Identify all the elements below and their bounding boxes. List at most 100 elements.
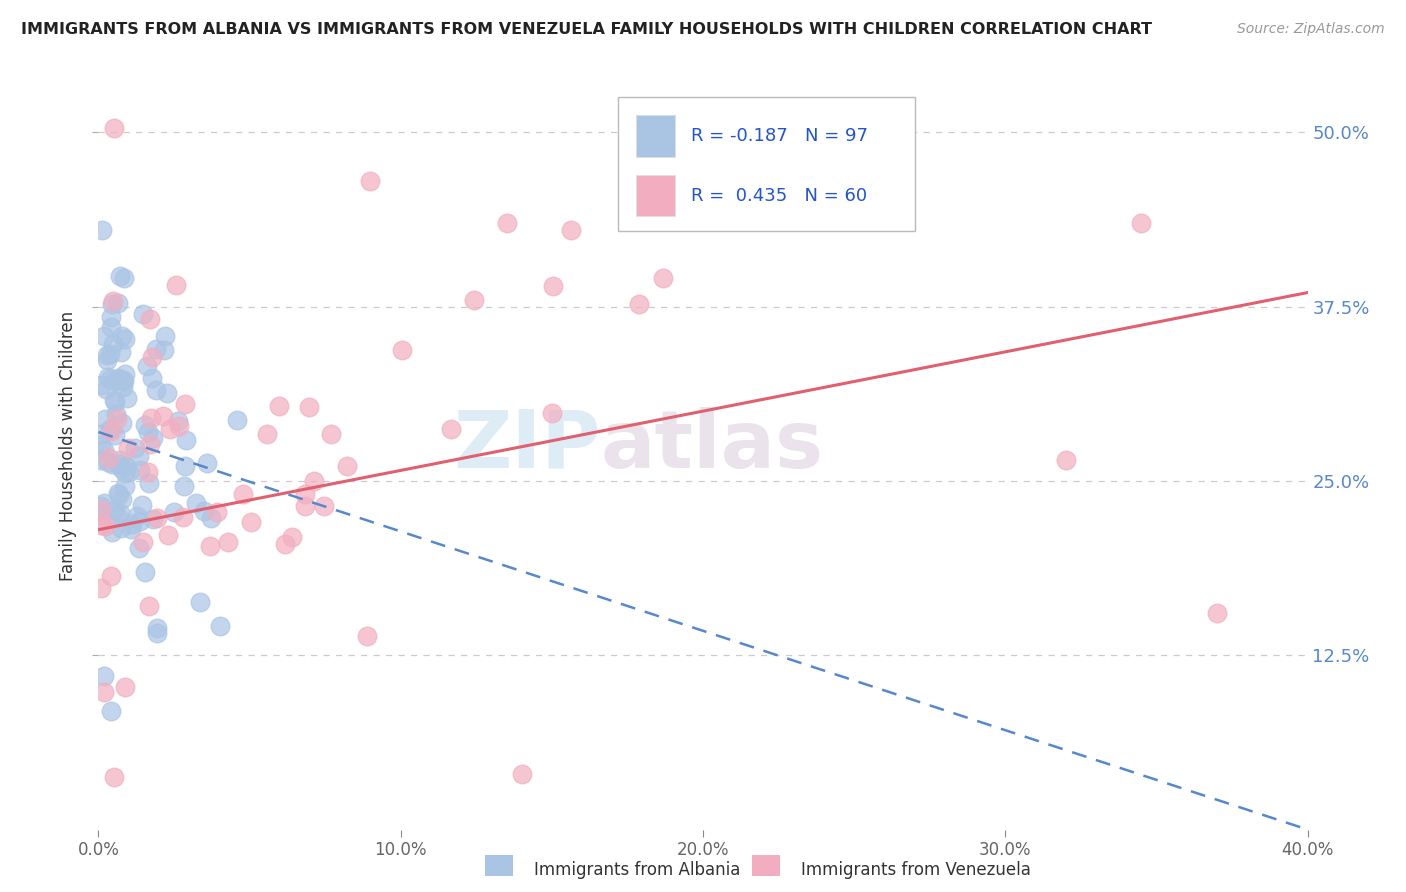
Text: IMMIGRANTS FROM ALBANIA VS IMMIGRANTS FROM VENEZUELA FAMILY HOUSEHOLDS WITH CHIL: IMMIGRANTS FROM ALBANIA VS IMMIGRANTS FR… [21,22,1152,37]
Point [205,505,228,519]
Point [256,426,278,441]
Point [110,506,132,520]
Point [93,496,115,510]
Point [90,453,112,467]
Point [100,569,122,583]
Point [184,496,207,510]
Point [110,460,132,475]
Point [90,223,112,237]
Point [145,383,167,397]
Point [128,541,150,556]
Point [166,414,188,428]
Point [107,371,129,385]
FancyBboxPatch shape [637,115,675,157]
Point [90,503,112,517]
Point [240,515,263,529]
Point [117,391,139,405]
Point [93,669,115,683]
Point [360,174,382,188]
Point [232,487,254,501]
Point [108,452,131,467]
Point [110,268,132,283]
Point [96,348,118,362]
Point [129,463,152,477]
Point [167,418,190,433]
Text: ZIP: ZIP [453,407,600,485]
Point [103,120,125,135]
Point [153,343,176,357]
Point [155,329,177,343]
Point [391,343,413,357]
Point [1206,607,1229,621]
Point [281,530,304,544]
Point [114,681,136,695]
Point [104,428,127,442]
Y-axis label: Family Households with Children: Family Households with Children [59,311,77,581]
Point [146,625,169,640]
Point [336,458,359,473]
Point [93,443,115,458]
Point [142,511,165,525]
Text: Source: ZipAtlas.com: Source: ZipAtlas.com [1237,22,1385,37]
Point [110,521,132,535]
Point [146,621,169,635]
Point [157,528,180,542]
Point [294,499,316,513]
Point [108,457,131,471]
Point [156,385,179,400]
Point [134,417,156,432]
Point [121,516,143,531]
Point [90,508,112,523]
Point [104,394,127,409]
Point [100,425,122,439]
Point [139,437,162,451]
Point [94,411,117,425]
Point [136,359,159,373]
Point [145,342,167,356]
Point [131,498,153,512]
Point [112,375,135,389]
Point [97,369,120,384]
Point [188,595,211,609]
Point [294,487,316,501]
Point [98,372,121,386]
Point [114,368,136,382]
Point [225,413,247,427]
Point [110,344,132,359]
Point [136,425,159,439]
Point [104,375,127,389]
Point [136,466,159,480]
Point [117,441,139,455]
Point [111,329,134,343]
Point [540,406,562,420]
Point [100,704,122,718]
Point [356,630,378,644]
Point [543,279,565,293]
Point [138,599,160,613]
Point [495,216,517,230]
Point [132,535,155,549]
Point [297,400,319,414]
Point [114,466,136,480]
Text: Immigrants from Albania: Immigrants from Albania [534,861,741,879]
Point [267,399,290,413]
Text: atlas: atlas [600,407,824,485]
Text: Immigrants from Venezuela: Immigrants from Venezuela [801,861,1031,879]
Point [146,511,169,525]
Point [138,312,160,326]
Point [560,223,582,237]
Point [652,271,675,285]
Point [273,537,295,551]
Point [1054,453,1077,467]
Point [141,371,163,385]
Point [90,378,112,392]
Point [302,474,325,488]
Point [193,504,215,518]
FancyBboxPatch shape [637,175,675,216]
Point [111,491,134,506]
Point [195,457,218,471]
Point [141,431,163,445]
Point [104,408,127,422]
Point [128,449,150,463]
Point [114,478,136,492]
